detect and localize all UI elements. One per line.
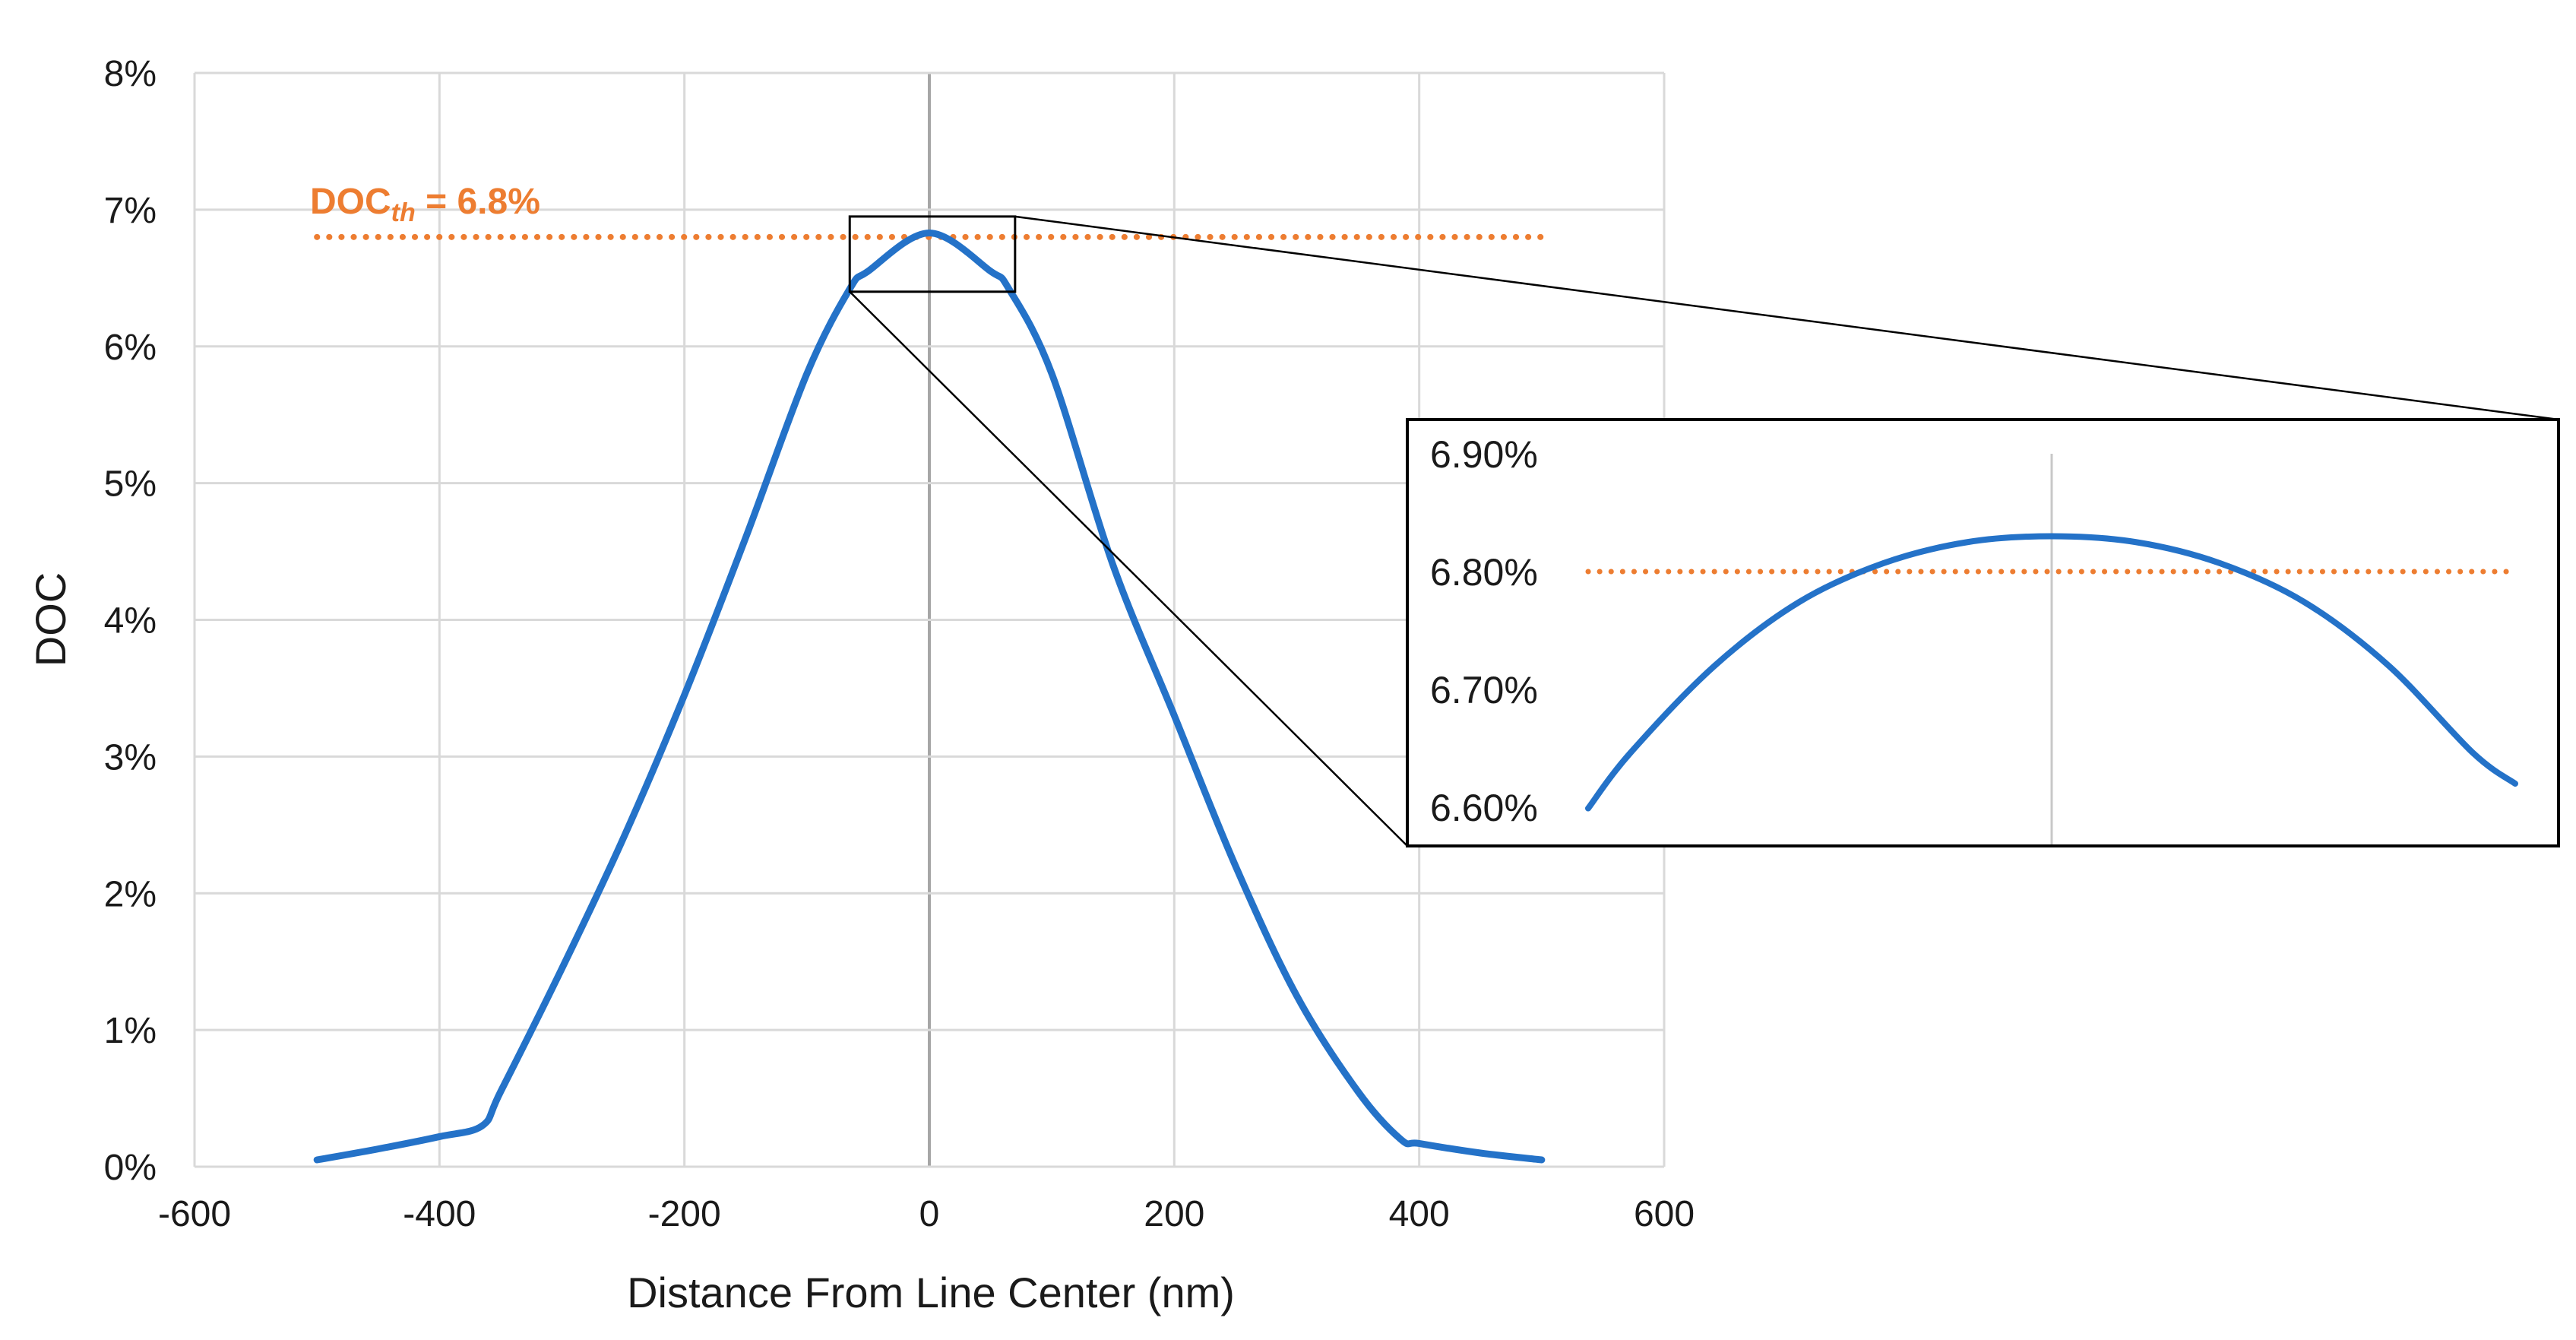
main-x-tick-labels: -600 -400 -200 0 200 400 600	[158, 1194, 1695, 1234]
y-tick-label-2: 2%	[104, 874, 157, 914]
x-tick-label-5: 400	[1389, 1194, 1450, 1234]
x-tick-label-4: 200	[1144, 1194, 1204, 1234]
threshold-label: DOCth = 6.8%	[310, 182, 540, 227]
inset-series-line-0	[1585, 533, 2518, 812]
x-tick-label-0: -600	[158, 1194, 231, 1234]
y-tick-label-4: 4%	[104, 601, 157, 641]
zoom-connector-bottom	[849, 290, 1408, 847]
x-axis-title: Distance From Line Center (nm)	[627, 1269, 1235, 1316]
series-line-0	[313, 229, 1546, 1164]
zoom-connector-top	[1014, 215, 2559, 421]
threshold-label-subscript: th	[391, 198, 416, 227]
inset-y-tick-label-2: 6.80%	[1430, 551, 1538, 594]
main-series-group	[313, 229, 1546, 1164]
y-tick-label-0: 0%	[104, 1148, 157, 1188]
x-tick-label-6: 600	[1634, 1194, 1695, 1234]
y-tick-label-1: 1%	[104, 1011, 157, 1051]
threshold-label-main: DOC	[310, 182, 391, 222]
inset-frame	[1406, 418, 2560, 847]
y-tick-label-3: 3%	[104, 737, 157, 778]
x-tick-label-1: -400	[403, 1194, 476, 1234]
threshold-label-value: = 6.8%	[416, 182, 540, 222]
y-tick-label-8: 8%	[104, 54, 157, 94]
y-tick-label-7: 7%	[104, 191, 157, 231]
zoom-region-box	[848, 215, 1017, 293]
inset-y-tick-label-0: 6.60%	[1430, 787, 1538, 829]
y-tick-label-6: 6%	[104, 328, 157, 368]
y-axis-title: DOC	[27, 572, 74, 667]
inset-y-tick-label-1: 6.70%	[1430, 669, 1538, 711]
y-tick-label-5: 5%	[104, 464, 157, 505]
inset-chart: 6.60% 6.70% 6.80% 6.90%	[1406, 418, 2560, 847]
zoom-callout	[848, 215, 2559, 847]
x-tick-label-3: 0	[919, 1194, 940, 1234]
main-y-tick-labels: 0% 1% 2% 3% 4% 5% 6% 7% 8%	[104, 54, 157, 1188]
inset-y-tick-label-3: 6.90%	[1430, 433, 1538, 476]
x-tick-label-2: -200	[648, 1194, 721, 1234]
